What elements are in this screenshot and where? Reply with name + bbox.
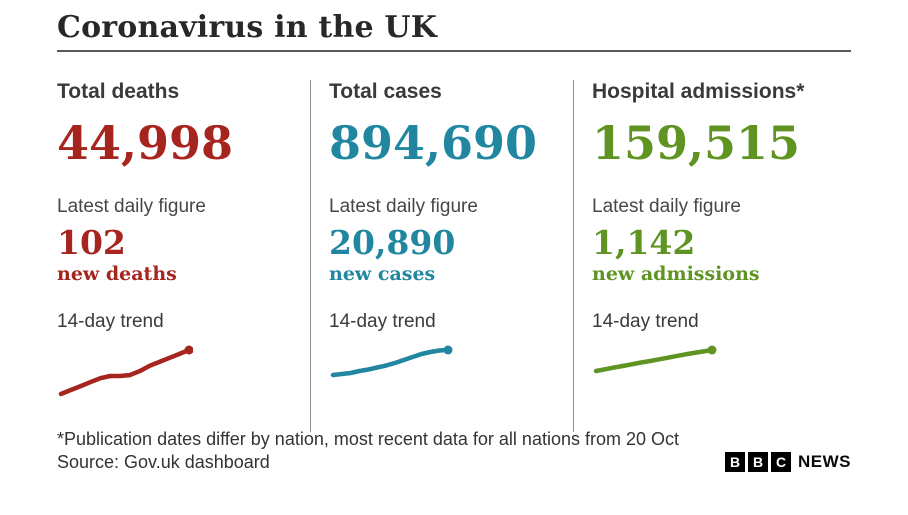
page-title: Coronavirus in the UK (57, 10, 438, 45)
column-total-cases: Total cases 894,690 Latest daily figure … (310, 80, 573, 432)
stat-total-value: 894,690 (329, 116, 538, 170)
daily-figure-label: Latest daily figure (592, 196, 741, 217)
bbc-news-logo: B B C NEWS (725, 452, 851, 472)
stat-title: Total cases (329, 80, 442, 103)
stat-total-value: 44,998 (57, 116, 234, 170)
bbc-logo-box-b1: B (725, 452, 745, 472)
bbc-logo-box-c: C (771, 452, 791, 472)
daily-figure-unit: new deaths (57, 263, 177, 285)
stat-total-value: 159,515 (592, 116, 801, 170)
column-total-deaths: Total deaths 44,998 Latest daily figure … (57, 80, 310, 432)
trend-label: 14-day trend (57, 311, 164, 332)
daily-figure-unit: new admissions (592, 263, 760, 285)
daily-figure-label: Latest daily figure (329, 196, 478, 217)
trend-sparkline-deaths (58, 345, 193, 397)
footnote-text: *Publication dates differ by nation, mos… (57, 429, 680, 449)
stat-title: Hospital admissions* (592, 80, 805, 103)
trend-sparkline-cases (330, 345, 453, 378)
daily-figure-label: Latest daily figure (57, 196, 206, 217)
daily-figure-value: 20,890 (329, 223, 456, 262)
bbc-logo-box-b2: B (748, 452, 768, 472)
footer-notes: *Publication dates differ by nation, mos… (57, 428, 679, 474)
stat-title: Total deaths (57, 80, 180, 103)
title-underline (57, 50, 851, 52)
trend-label: 14-day trend (592, 311, 699, 332)
daily-figure-value: 102 (57, 223, 126, 262)
source-text: Source: Gov.uk dashboard (57, 452, 270, 472)
trend-label: 14-day trend (329, 311, 436, 332)
trend-sparkline-admissions (593, 345, 717, 374)
bbc-logo-news-text: NEWS (798, 452, 851, 471)
column-hospital-admissions: Hospital admissions* 159,515 Latest dail… (573, 80, 851, 432)
daily-figure-unit: new cases (329, 263, 436, 285)
daily-figure-value: 1,142 (592, 223, 696, 262)
stats-columns: Total deaths 44,998 Latest daily figure … (57, 80, 851, 432)
